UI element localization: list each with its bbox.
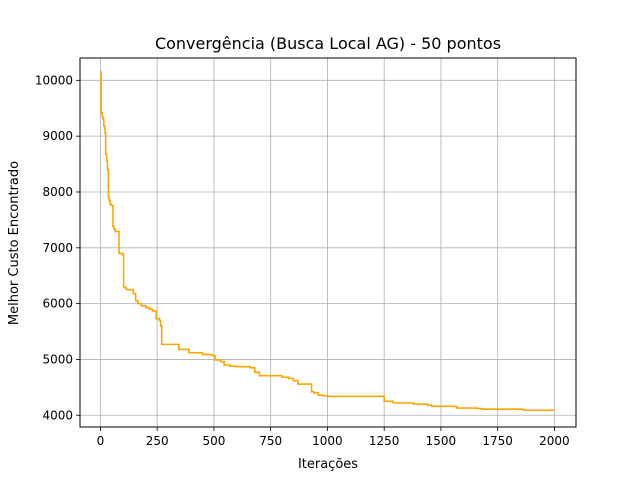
series-layer	[100, 71, 555, 412]
x-tick-label: 750	[259, 434, 282, 448]
y-tick-label: 5000	[42, 352, 73, 366]
plot-frame	[79, 57, 577, 428]
y-axis-label: Melhor Custo Encontrado	[7, 161, 22, 325]
x-tick-label: 1000	[312, 434, 343, 448]
chart-title: Convergência (Busca Local AG) - 50 ponto…	[155, 34, 501, 53]
x-tick-label: 1750	[482, 434, 513, 448]
x-tick-label: 2000	[539, 434, 570, 448]
x-tick-label: 0	[97, 434, 105, 448]
x-tick-label: 1500	[426, 434, 457, 448]
y-tick-label: 4000	[42, 408, 73, 422]
ticks: 0 250 500 750 1000 1250 1500 1750 2000 4000 5000 60…	[35, 73, 570, 448]
x-tick-label: 1250	[369, 434, 400, 448]
y-tick-label: 7000	[42, 241, 73, 255]
y-tick-label: 6000	[42, 297, 73, 311]
y-tick-label: 9000	[42, 129, 73, 143]
x-axis-label: Iterações	[298, 457, 358, 472]
x-tick-label: 250	[146, 434, 169, 448]
y-tick-label: 8000	[42, 185, 73, 199]
y-tick-label: 10000	[35, 73, 73, 87]
x-tick-label: 500	[202, 434, 225, 448]
grid	[80, 58, 576, 427]
convergence-line	[100, 71, 555, 412]
